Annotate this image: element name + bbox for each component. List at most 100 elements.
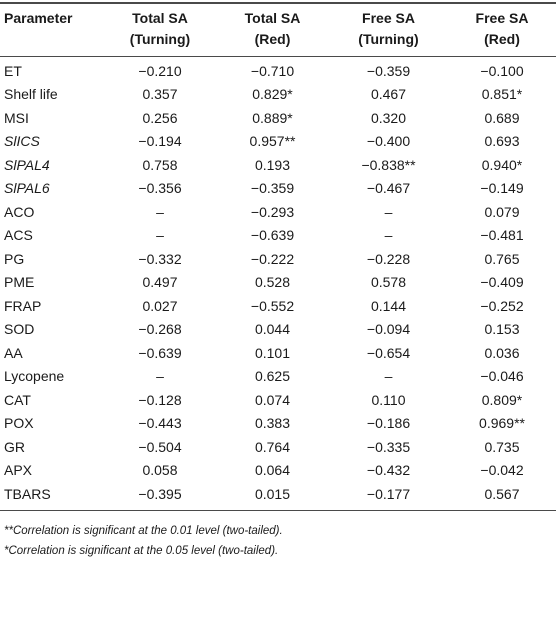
value-cell: 0.809* (481, 391, 523, 408)
parameter-cell: PME (4, 274, 35, 291)
parameter-cell: SOD (4, 321, 35, 338)
value-cell: −0.359 (366, 63, 411, 79)
value-cell: 0.467 (370, 86, 407, 103)
value-cell: −0.654 (366, 344, 411, 361)
value-cell: 0.693 (484, 133, 520, 150)
parameter-cell: ACS (4, 227, 33, 244)
table-row: CAT −0.128 0.074 0.110 0.809* (0, 389, 556, 413)
value-cell: 0.058 (142, 462, 178, 479)
value-cell: 0.144 (370, 297, 407, 314)
value-cell: – (384, 227, 393, 244)
table-row: POX −0.443 0.383 −0.186 0.969** (0, 412, 556, 436)
value-cell: 0.969** (479, 415, 525, 432)
parameter-cell: Shelf life (4, 86, 58, 103)
value-cell: 0.064 (254, 462, 291, 479)
value-cell: −0.210 (138, 63, 182, 79)
value-cell: −0.710 (250, 63, 295, 79)
header-parameter: Parameter (4, 10, 73, 26)
value-cell: 0.567 (484, 485, 520, 502)
value-cell: – (384, 203, 393, 220)
value-cell: 0.101 (254, 344, 291, 361)
value-cell: −0.359 (250, 180, 295, 197)
value-cell: −0.552 (250, 297, 295, 314)
table-row: SOD −0.268 0.044 −0.094 0.153 (0, 318, 556, 342)
table-row: FRAP 0.027 −0.552 0.144 −0.252 (0, 295, 556, 319)
value-cell: 0.957** (249, 133, 296, 150)
value-cell: −0.094 (366, 321, 411, 338)
value-cell: 0.044 (254, 321, 291, 338)
value-cell: 0.689 (484, 109, 520, 126)
value-cell: 0.889* (252, 109, 293, 126)
parameter-cell: ACO (4, 203, 35, 220)
parameter-cell: AA (4, 344, 23, 361)
table-row: SlPAL6 −0.356 −0.359 −0.467 −0.149 (0, 177, 556, 201)
value-cell: 0.383 (254, 415, 291, 432)
table-row: MSI 0.256 0.889* 0.320 0.689 (0, 107, 556, 131)
value-cell: 0.036 (484, 344, 520, 361)
parameter-cell: APX (4, 462, 33, 479)
value-cell: 0.015 (254, 485, 291, 502)
value-cell: 0.851* (481, 86, 523, 103)
table-row: SlPAL4 0.758 0.193 −0.838** 0.940* (0, 154, 556, 178)
value-cell: −0.194 (138, 133, 182, 150)
header-total-sa-turning: Total SA (Turning) (129, 10, 191, 47)
parameter-cell: SlICS (4, 133, 40, 150)
value-cell: −0.504 (138, 438, 182, 455)
value-cell: −0.268 (138, 321, 182, 338)
value-cell: −0.432 (366, 462, 411, 479)
value-cell: −0.443 (138, 415, 182, 432)
value-cell: −0.177 (366, 485, 411, 502)
value-cell: 0.765 (484, 250, 520, 267)
value-cell: −0.395 (138, 485, 182, 502)
value-cell: −0.042 (480, 462, 524, 479)
footnote-005-level: *Correlation is significant at the 0.05 … (4, 544, 279, 557)
value-cell: −0.128 (138, 391, 182, 408)
value-cell: −0.228 (366, 250, 411, 267)
parameter-cell: SlPAL6 (4, 180, 50, 197)
value-cell: −0.293 (250, 203, 295, 220)
parameter-cell: GR (4, 438, 25, 455)
footnotes: **Correlation is significant at the 0.01… (0, 511, 556, 561)
value-cell: 0.764 (254, 438, 291, 455)
table-row: TBARS −0.395 0.015 −0.177 0.567 (0, 483, 556, 510)
parameter-cell: ET (4, 63, 22, 79)
value-cell: 0.497 (142, 274, 178, 291)
value-cell: −0.838** (361, 156, 416, 173)
value-cell: 0.320 (370, 109, 407, 126)
value-cell: 0.110 (371, 391, 406, 408)
value-cell: −0.046 (480, 368, 524, 385)
value-cell: 0.758 (142, 156, 178, 173)
parameter-cell: CAT (4, 391, 31, 408)
table-body: ET −0.210 −0.710 −0.359 −0.100 Shelf life 0.35… (0, 57, 556, 510)
value-cell: – (156, 203, 164, 220)
parameter-cell: PG (4, 250, 25, 267)
value-cell: 0.735 (484, 438, 520, 455)
value-cell: – (156, 227, 164, 244)
value-cell: 0.940* (481, 156, 523, 173)
value-cell: −0.332 (138, 250, 182, 267)
table-row: ACO – −0.293 – 0.079 (0, 201, 556, 225)
table-row: ACS – −0.639 – −0.481 (0, 224, 556, 248)
parameter-cell: MSI (4, 109, 29, 126)
parameter-cell: Lycopene (4, 368, 65, 385)
value-cell: 0.079 (484, 203, 520, 220)
value-cell: −0.186 (366, 415, 411, 432)
table-header: Parameter Total SA (Turning) Total SA (Red… (0, 3, 556, 57)
correlation-table: Parameter Total SA (Turning) Total SA (Red… (0, 2, 556, 511)
value-cell: −0.356 (138, 180, 182, 197)
table-row: SlICS −0.194 0.957** −0.400 0.693 (0, 130, 556, 154)
value-cell: −0.481 (480, 227, 524, 244)
header-free-sa-turning: Free SA (Turning) (358, 10, 419, 47)
correlation-table-container: Parameter Total SA (Turning) Total SA (Red… (0, 2, 556, 561)
value-cell: 0.528 (254, 274, 291, 291)
value-cell: – (384, 368, 393, 385)
parameter-cell: TBARS (4, 485, 51, 502)
value-cell: 0.829* (252, 86, 293, 103)
value-cell: −0.252 (480, 297, 524, 314)
value-cell: 0.357 (142, 86, 178, 103)
value-cell: −0.222 (250, 250, 295, 267)
value-cell: 0.578 (370, 274, 407, 291)
table-row: PG −0.332 −0.222 −0.228 0.765 (0, 248, 556, 272)
value-cell: 0.625 (254, 368, 291, 385)
table-row: AA −0.639 0.101 −0.654 0.036 (0, 342, 556, 366)
